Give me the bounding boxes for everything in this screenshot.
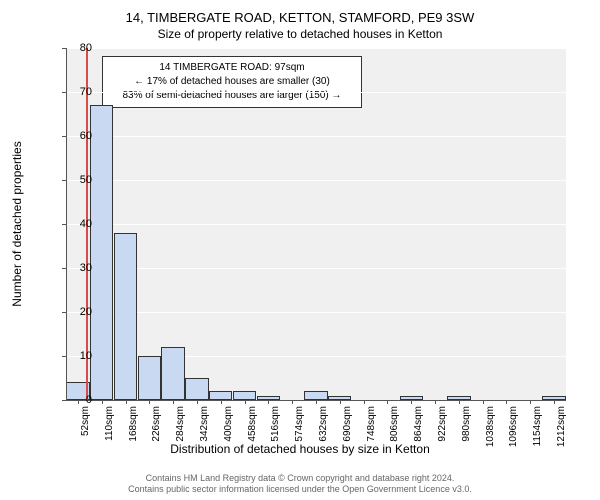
x-tick-mark [459,400,460,404]
histogram-bar [114,233,137,400]
x-tick-mark [197,400,198,404]
y-tick-label: 60 [62,130,92,142]
footer-text: Contains HM Land Registry data © Crown c… [0,473,600,496]
histogram-bar [138,356,161,400]
x-tick-label: 284sqm [175,406,186,456]
x-tick-label: 516sqm [270,406,281,456]
y-tick-mark [62,48,66,49]
grid-line [66,312,566,313]
y-tick-mark [62,400,66,401]
y-tick-label: 20 [62,306,92,318]
x-tick-mark [221,400,222,404]
y-tick-mark [62,180,66,181]
y-tick-mark [62,268,66,269]
x-tick-mark [78,400,79,404]
x-tick-label: 1154sqm [532,406,543,456]
x-tick-mark [149,400,150,404]
x-tick-label: 980sqm [461,406,472,456]
histogram-bar [209,391,232,400]
x-tick-label: 342sqm [199,406,210,456]
x-tick-mark [364,400,365,404]
y-tick-label: 10 [62,350,92,362]
x-tick-mark [268,400,269,404]
y-tick-label: 80 [62,42,92,54]
histogram-bar [161,347,184,400]
x-tick-label: 632sqm [318,406,329,456]
x-tick-mark [483,400,484,404]
plot-area: 14 TIMBERGATE ROAD: 97sqm ← 17% of detac… [66,48,566,400]
x-tick-label: 1212sqm [556,406,567,456]
y-tick-label: 50 [62,174,92,186]
annotation-line-2: ← 17% of detached houses are smaller (30… [111,75,353,89]
x-tick-label: 922sqm [437,406,448,456]
x-tick-label: 690sqm [342,406,353,456]
x-tick-label: 1096sqm [508,406,519,456]
annotation-box: 14 TIMBERGATE ROAD: 97sqm ← 17% of detac… [102,56,362,108]
x-tick-label: 52sqm [80,406,91,456]
x-tick-label: 864sqm [413,406,424,456]
grid-line [66,224,566,225]
x-tick-mark [506,400,507,404]
grid-line [66,48,566,49]
x-tick-mark [126,400,127,404]
x-tick-mark [387,400,388,404]
x-tick-mark [554,400,555,404]
chart-title: 14, TIMBERGATE ROAD, KETTON, STAMFORD, P… [0,0,600,25]
x-tick-mark [530,400,531,404]
x-tick-mark [435,400,436,404]
x-tick-mark [340,400,341,404]
grid-line [66,180,566,181]
x-tick-label: 168sqm [128,406,139,456]
grid-line [66,92,566,93]
histogram-bar [304,391,327,400]
y-tick-mark [62,224,66,225]
histogram-bar [185,378,208,400]
grid-line [66,136,566,137]
x-tick-label: 458sqm [247,406,258,456]
y-tick-label: 40 [62,218,92,230]
x-tick-mark [173,400,174,404]
y-tick-label: 70 [62,86,92,98]
x-tick-label: 1038sqm [485,406,496,456]
x-tick-label: 226sqm [151,406,162,456]
x-tick-mark [245,400,246,404]
annotation-line-1: 14 TIMBERGATE ROAD: 97sqm [111,61,353,75]
x-tick-mark [316,400,317,404]
footer-line-1: Contains HM Land Registry data © Crown c… [0,473,600,485]
y-tick-mark [62,312,66,313]
x-tick-label: 400sqm [223,406,234,456]
y-axis-label: Number of detached properties [10,141,24,306]
x-tick-label: 748sqm [366,406,377,456]
x-tick-label: 110sqm [104,406,115,456]
x-tick-mark [292,400,293,404]
x-tick-label: 806sqm [389,406,400,456]
histogram-bar [90,105,113,400]
y-tick-mark [62,356,66,357]
footer-line-2: Contains public sector information licen… [0,484,600,496]
y-tick-label: 30 [62,262,92,274]
chart-container: 14, TIMBERGATE ROAD, KETTON, STAMFORD, P… [0,0,600,500]
histogram-bar [233,391,256,400]
grid-line [66,268,566,269]
chart-subtitle: Size of property relative to detached ho… [0,25,600,41]
x-tick-mark [411,400,412,404]
x-tick-mark [102,400,103,404]
x-tick-label: 574sqm [294,406,305,456]
y-tick-mark [62,136,66,137]
y-tick-mark [62,92,66,93]
